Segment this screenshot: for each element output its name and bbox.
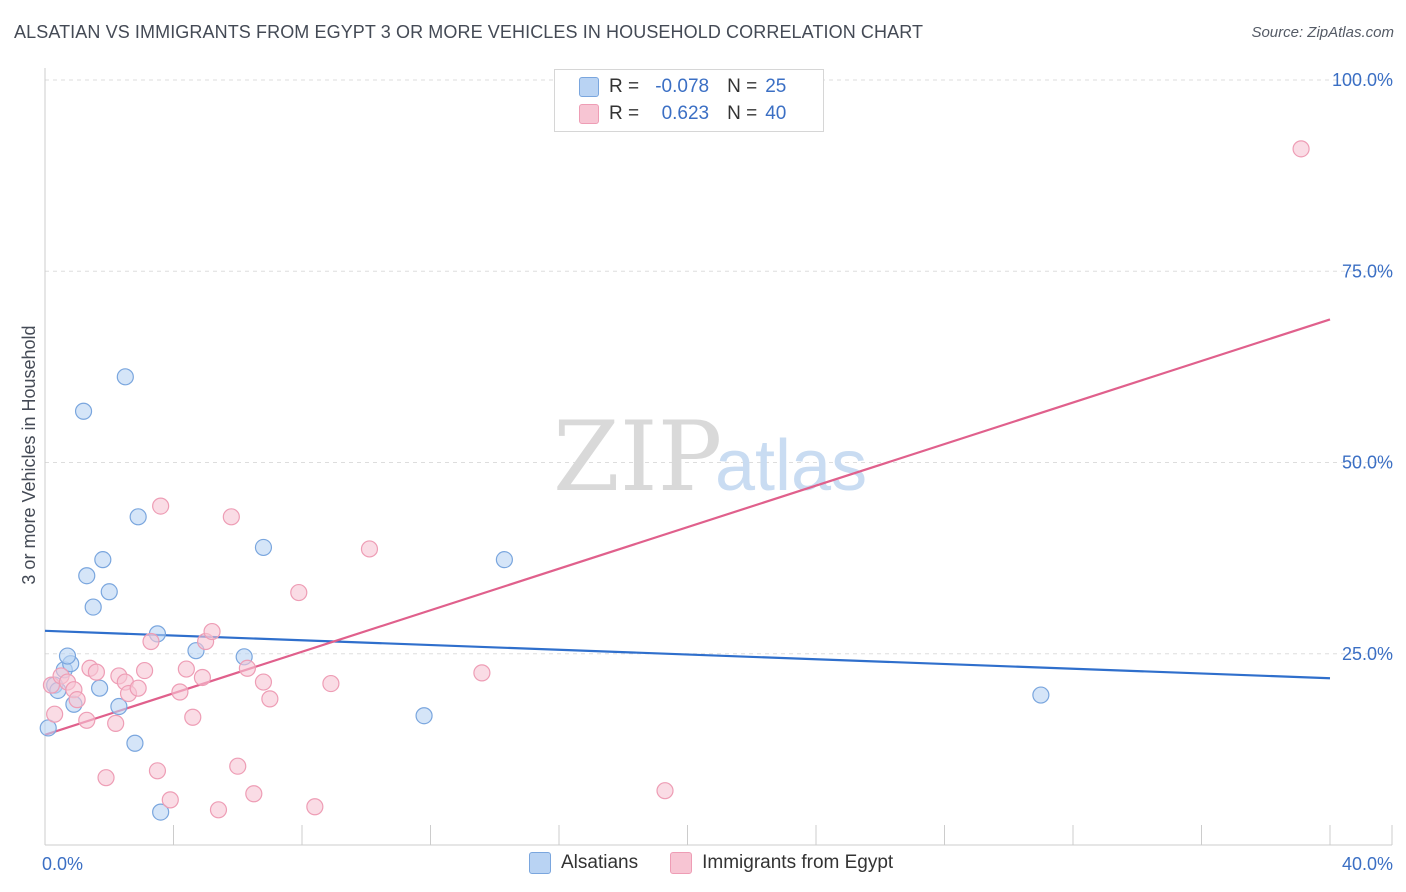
point-alsatians: [116, 368, 134, 386]
point-egypt: [209, 801, 228, 819]
watermark: ZIP atlas: [553, 401, 867, 513]
legend-r-value: -0.078: [655, 76, 710, 97]
legend-r-label: R =: [609, 76, 640, 97]
axes: [44, 68, 1393, 846]
point-egypt: [656, 782, 674, 800]
point-egypt: [193, 668, 212, 687]
tick-labels: 25.0% 50.0% 75.0% 100.0% 0.0% 40.0%: [42, 70, 1393, 874]
point-egypt: [203, 622, 221, 641]
y-tick-label: 75.0%: [1342, 261, 1393, 281]
x-tick-label: 0.0%: [42, 854, 83, 874]
point-egypt: [261, 690, 279, 708]
point-egypt: [184, 708, 202, 726]
y-tick-label: 100.0%: [1332, 70, 1393, 90]
point-alsatians: [74, 402, 93, 420]
point-alsatians: [254, 538, 273, 557]
legend-r-label: R =: [609, 103, 640, 124]
legend-row-egypt: R = 0.623 N = 40: [579, 102, 786, 126]
point-alsatians: [1032, 686, 1050, 704]
series-label-alsatians: Alsatians: [561, 852, 639, 873]
point-egypt: [245, 785, 263, 803]
data-points: [39, 140, 1310, 821]
point-egypt: [161, 791, 179, 809]
point-alsatians: [84, 598, 102, 616]
legend-n-value: 40: [765, 103, 787, 124]
trendline-alsatians: [44, 629, 1331, 680]
point-egypt: [177, 660, 195, 678]
y-axis-label: 3 or more Vehicles in Household: [19, 325, 39, 584]
point-alsatians: [126, 734, 144, 752]
point-egypt: [360, 540, 379, 558]
point-egypt: [129, 679, 147, 697]
correlation-legend: R = -0.078 N = 25 R = 0.623 N = 40: [554, 69, 824, 132]
series-legend-alsatians: Alsatians: [529, 852, 638, 874]
point-egypt: [171, 683, 189, 701]
legend-r-value: 0.623: [661, 103, 710, 124]
series-swatch-alsatians: [529, 852, 551, 874]
legend-n-value: 25: [765, 76, 787, 97]
trendline-egypt: [44, 318, 1331, 736]
point-alsatians: [129, 508, 147, 526]
point-egypt: [290, 583, 308, 602]
point-egypt: [322, 674, 340, 693]
point-alsatians: [94, 551, 112, 569]
y-tick-label: 50.0%: [1342, 453, 1393, 473]
legend-swatch-alsatians: [579, 77, 599, 97]
point-egypt: [87, 663, 106, 681]
point-egypt: [107, 714, 125, 732]
watermark-zip: ZIP: [553, 401, 722, 513]
point-alsatians: [39, 719, 57, 737]
series-label-egypt: Immigrants from Egypt: [702, 852, 894, 873]
source-label: Source: ZipAtlas.com: [1251, 24, 1394, 41]
point-egypt: [238, 659, 256, 677]
point-egypt: [97, 769, 115, 787]
point-egypt: [473, 664, 491, 682]
point-egypt: [152, 497, 170, 515]
point-egypt: [1292, 140, 1310, 158]
series-legend-egypt: Immigrants from Egypt: [670, 852, 893, 874]
point-alsatians: [152, 803, 170, 821]
point-egypt: [68, 691, 86, 709]
point-egypt: [135, 661, 154, 680]
legend-n-label: N =: [727, 103, 758, 124]
point-egypt: [142, 632, 160, 651]
point-alsatians: [78, 567, 96, 585]
point-alsatians: [415, 707, 433, 725]
point-alsatians: [91, 679, 109, 697]
point-egypt: [148, 762, 167, 780]
grid: [45, 79, 1392, 655]
series-swatch-egypt: [670, 852, 693, 874]
point-egypt: [46, 705, 64, 723]
point-egypt: [306, 798, 324, 816]
point-egypt: [222, 508, 240, 526]
point-alsatians: [58, 647, 77, 665]
point-alsatians: [110, 697, 128, 716]
y-tick-label: 25.0%: [1342, 644, 1393, 664]
point-alsatians: [495, 551, 513, 569]
legend-swatch-egypt: [579, 104, 599, 124]
legend-row-alsatians: R = -0.078 N = 25: [579, 75, 786, 99]
x-tick-label: 40.0%: [1342, 854, 1393, 874]
legend-n-label: N =: [727, 76, 758, 97]
point-egypt: [229, 757, 247, 775]
chart-title: ALSATIAN VS IMMIGRANTS FROM EGYPT 3 OR M…: [14, 22, 924, 42]
trendlines: [44, 318, 1331, 736]
point-egypt: [78, 711, 96, 729]
point-egypt: [254, 673, 273, 691]
point-alsatians: [100, 583, 118, 601]
series-legend: Alsatians Immigrants from Egypt: [529, 852, 925, 874]
